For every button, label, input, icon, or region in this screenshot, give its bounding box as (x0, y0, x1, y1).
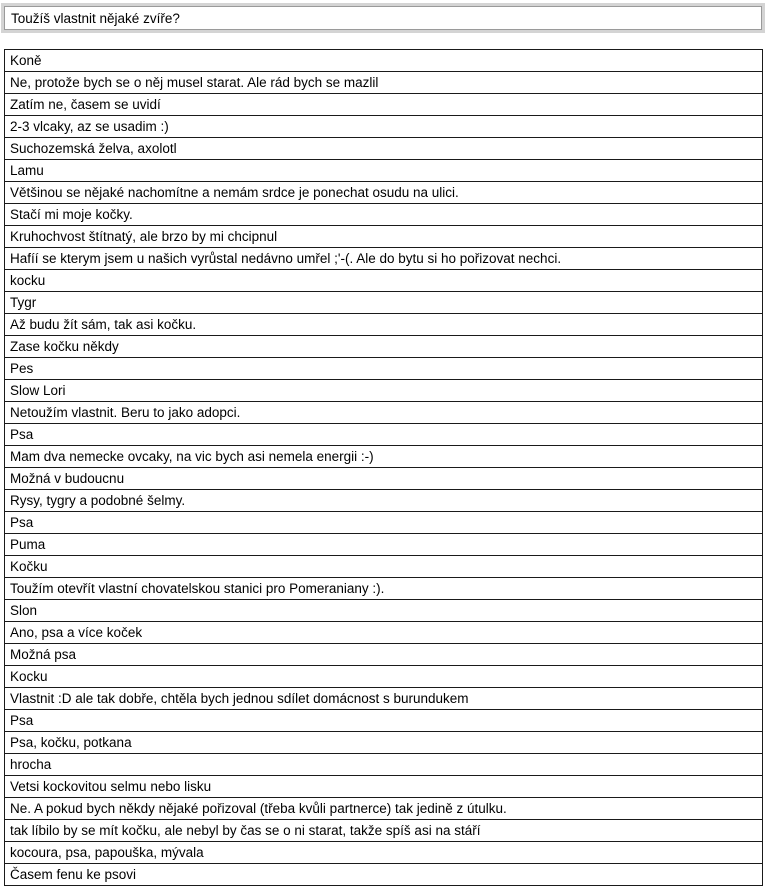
answer-cell: Hafíí se kterym jsem u našich vyrůstal n… (4, 247, 763, 270)
table-row: Kocku (4, 665, 763, 688)
answer-cell: Ne. A pokud bych někdy nějaké pořizoval … (4, 797, 763, 820)
table-row: Ano, psa a více koček (4, 621, 763, 644)
answer-cell: Psa, kočku, potkana (4, 731, 763, 754)
table-row: Toužím otevřít vlastní chovatelskou stan… (4, 577, 763, 600)
table-row: Psa (4, 511, 763, 534)
table-row: Netoužím vlastnit. Beru to jako adopci. (4, 401, 763, 424)
answer-cell: Mam dva nemecke ovcaky, na vic bych asi … (4, 445, 763, 468)
answer-cell: Koně (4, 49, 763, 72)
table-row: Zatím ne, časem se uvidí (4, 93, 763, 116)
answer-cell: Lamu (4, 159, 763, 182)
answer-cell: Rysy, tygry a podobné šelmy. (4, 489, 763, 512)
answer-cell: Slon (4, 599, 763, 622)
answer-cell: Zase kočku někdy (4, 335, 763, 358)
table-row: Koně (4, 49, 763, 72)
question-title: Toužíš vlastnit nějaké zvíře? (11, 11, 180, 26)
table-row: Slow Lori (4, 379, 763, 402)
table-row: Zase kočku někdy (4, 335, 763, 358)
answer-cell: Toužím otevřít vlastní chovatelskou stan… (4, 577, 763, 600)
answer-cell: Kočku (4, 555, 763, 578)
table-row: Až budu žít sám, tak asi kočku. (4, 313, 763, 336)
table-row: tak líbilo by se mít kočku, ale nebyl by… (4, 819, 763, 842)
answers-table-body: Koně Ne, protože bych se o něj musel sta… (4, 49, 763, 886)
table-row: Psa (4, 423, 763, 446)
answer-cell: Časem fenu ke psovi (4, 863, 763, 886)
answer-cell: 2-3 vlcaky, az se usadim :) (4, 115, 763, 138)
table-row: Psa, kočku, potkana (4, 731, 763, 754)
table-row: Vlastnit :D ale tak dobře, chtěla bych j… (4, 687, 763, 710)
answer-cell: Možná v budoucnu (4, 467, 763, 490)
answers-table: Koně Ne, protože bych se o něj musel sta… (4, 49, 763, 886)
answer-cell: Tygr (4, 291, 763, 314)
table-row: Možná psa (4, 643, 763, 666)
table-row: kocku (4, 269, 763, 292)
table-row: Většinou se nějaké nachomítne a nemám sr… (4, 181, 763, 204)
table-row: Možná v budoucnu (4, 467, 763, 490)
answer-cell: Puma (4, 533, 763, 556)
table-row: 2-3 vlcaky, az se usadim :) (4, 115, 763, 138)
table-row: Kočku (4, 555, 763, 578)
table-row: Puma (4, 533, 763, 556)
answer-cell: Netoužím vlastnit. Beru to jako adopci. (4, 401, 763, 424)
table-row: Lamu (4, 159, 763, 182)
table-row: Ne. A pokud bych někdy nějaké pořizoval … (4, 797, 763, 820)
answer-cell: hrocha (4, 753, 763, 776)
answer-cell: Kocku (4, 665, 763, 688)
answer-cell: Psa (4, 423, 763, 446)
table-row: Pes (4, 357, 763, 380)
table-row: Tygr (4, 291, 763, 314)
table-row: Časem fenu ke psovi (4, 863, 763, 886)
table-row: Hafíí se kterym jsem u našich vyrůstal n… (4, 247, 763, 270)
answer-cell: Zatím ne, časem se uvidí (4, 93, 763, 116)
answer-cell: Ano, psa a více koček (4, 621, 763, 644)
answer-cell: Až budu žít sám, tak asi kočku. (4, 313, 763, 336)
answer-cell: Většinou se nějaké nachomítne a nemám sr… (4, 181, 763, 204)
answer-cell: Psa (4, 511, 763, 534)
answer-cell: Slow Lori (4, 379, 763, 402)
table-row: Ne, protože bych se o něj musel starat. … (4, 71, 763, 94)
answer-cell: Vetsi kockovitou selmu nebo lisku (4, 775, 763, 798)
answer-cell: Psa (4, 709, 763, 732)
answer-cell: Suchozemská želva, axolotl (4, 137, 763, 160)
answer-cell: Stačí mi moje kočky. (4, 203, 763, 226)
table-row: Vetsi kockovitou selmu nebo lisku (4, 775, 763, 798)
table-row: Psa (4, 709, 763, 732)
table-row: hrocha (4, 753, 763, 776)
answer-cell: kocku (4, 269, 763, 292)
table-row: Slon (4, 599, 763, 622)
answer-cell: Kruhochvost štítnatý, ale brzo by mi chc… (4, 225, 763, 248)
table-row: Suchozemská želva, axolotl (4, 137, 763, 160)
table-row: kocoura, psa, papouška, mývala (4, 841, 763, 864)
answer-cell: tak líbilo by se mít kočku, ale nebyl by… (4, 819, 763, 842)
answer-cell: kocoura, psa, papouška, mývala (4, 841, 763, 864)
answer-cell: Pes (4, 357, 763, 380)
table-row: Kruhochvost štítnatý, ale brzo by mi chc… (4, 225, 763, 248)
answer-cell: Vlastnit :D ale tak dobře, chtěla bych j… (4, 687, 763, 710)
answer-cell: Ne, protože bych se o něj musel starat. … (4, 71, 763, 94)
question-box: Toužíš vlastnit nějaké zvíře? (1, 3, 765, 33)
table-row: Mam dva nemecke ovcaky, na vic bych asi … (4, 445, 763, 468)
table-row: Stačí mi moje kočky. (4, 203, 763, 226)
table-row: Rysy, tygry a podobné šelmy. (4, 489, 763, 512)
answer-cell: Možná psa (4, 643, 763, 666)
